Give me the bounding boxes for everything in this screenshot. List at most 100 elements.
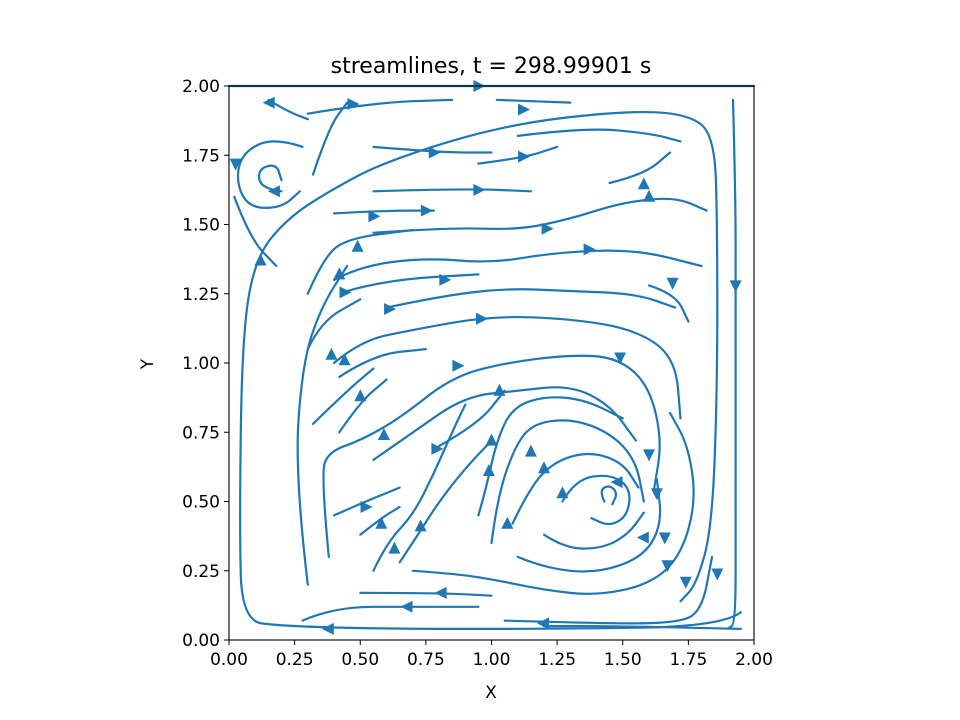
y-tick-label: 1.75	[182, 146, 220, 166]
streamline	[477, 145, 559, 165]
x-tick-label: 1.25	[538, 650, 576, 670]
streamline	[338, 378, 388, 434]
streamline	[311, 101, 349, 176]
flow-arrow-icon	[321, 622, 334, 635]
flow-arrow-icon	[420, 204, 433, 217]
streamline	[385, 288, 677, 309]
flow-arrow-icon	[452, 359, 465, 372]
streamline	[398, 439, 493, 564]
flow-arrow-icon	[661, 560, 674, 573]
flow-arrow-icon	[431, 442, 444, 455]
streamline	[726, 98, 737, 630]
flow-arrow-icon	[729, 280, 742, 293]
flow-arrow-icon	[347, 98, 360, 110]
streamline	[332, 315, 682, 420]
x-tick-label: 2.00	[735, 650, 773, 670]
streamline	[511, 452, 640, 525]
x-axis-label: X	[485, 683, 497, 703]
y-tick-label: 2.00	[182, 77, 220, 97]
flow-arrow-icon	[325, 347, 338, 360]
flow-arrow-icon	[666, 277, 679, 290]
streamline-layer	[227, 84, 756, 630]
flow-arrow-icon	[428, 146, 441, 159]
y-tick-label: 1.00	[182, 354, 220, 374]
streamline	[608, 151, 672, 185]
flow-arrow-icon	[473, 183, 486, 196]
flow-arrow-icon	[254, 253, 267, 266]
flow-arrow-icon	[354, 389, 367, 402]
y-tick-label: 1.50	[182, 216, 220, 236]
flow-arrow-icon	[643, 189, 655, 202]
flow-arrow-icon	[501, 516, 514, 529]
x-tick-label: 0.75	[407, 650, 445, 670]
flow-arrow-icon	[267, 185, 280, 198]
x-axis: 0.00 0.25 0.50 0.75 1.00 1.25 1.50 1.75 2.00	[210, 640, 773, 670]
y-tick-label: 0.00	[182, 631, 220, 651]
streamline	[490, 419, 645, 545]
flow-arrow-icon	[400, 600, 413, 613]
streamline	[516, 478, 662, 573]
arrowhead-layer	[229, 80, 742, 635]
flow-arrow-icon	[650, 488, 663, 501]
flow-arrow-icon	[377, 428, 390, 440]
streamline	[306, 298, 362, 351]
flow-arrow-icon	[637, 177, 650, 190]
streamline	[542, 511, 645, 550]
flow-arrow-icon	[476, 312, 488, 325]
streamline	[600, 485, 618, 506]
x-tick-label: 1.00	[473, 650, 511, 670]
flow-arrow-icon	[658, 532, 671, 545]
flow-arrow-icon	[434, 586, 447, 599]
flow-arrow-icon	[524, 444, 537, 457]
flow-arrow-icon	[339, 286, 352, 299]
y-tick-label: 0.25	[182, 562, 220, 582]
flow-arrow-icon	[338, 353, 351, 366]
flow-arrow-icon	[583, 243, 596, 256]
flow-arrow-icon	[229, 158, 242, 171]
x-tick-label: 1.75	[669, 650, 707, 670]
streamline	[561, 474, 631, 526]
streamline	[372, 188, 532, 193]
flow-arrow-icon	[538, 461, 550, 474]
flow-arrow-icon	[493, 383, 506, 396]
streamline	[332, 249, 703, 281]
y-axis-label: Y	[138, 358, 158, 370]
flow-arrow-icon	[384, 303, 397, 315]
flow-arrow-icon	[556, 486, 569, 499]
y-axis: 0.00 0.25 0.50 0.75 1.00 1.25 1.50 1.75 2.00	[182, 77, 229, 651]
streamline	[647, 284, 690, 323]
y-tick-label: 1.25	[182, 285, 220, 305]
streamline	[301, 605, 480, 622]
streamline	[477, 396, 624, 517]
x-tick-label: 0.00	[210, 650, 248, 670]
flow-arrow-icon	[333, 267, 346, 280]
streamline	[338, 348, 427, 378]
streamline	[257, 164, 283, 193]
flow-arrow-icon	[360, 501, 373, 513]
flow-arrow-icon	[388, 541, 401, 554]
y-tick-label: 0.50	[182, 493, 220, 513]
streamline	[411, 411, 695, 595]
streamline	[346, 273, 480, 293]
flow-arrow-icon	[262, 96, 275, 109]
streamline	[306, 228, 414, 295]
flow-arrow-icon	[414, 519, 427, 532]
x-tick-label: 0.50	[341, 650, 379, 670]
streamline	[516, 128, 682, 143]
streamline	[542, 625, 742, 630]
streamline	[332, 209, 435, 215]
streamline	[495, 98, 572, 104]
x-tick-label: 0.25	[276, 650, 314, 670]
flow-arrow-icon	[711, 568, 724, 581]
streamline	[332, 486, 401, 517]
streamline	[372, 386, 637, 461]
streamline	[359, 591, 493, 597]
flow-arrow-icon	[439, 273, 452, 286]
streamline	[503, 555, 714, 625]
flow-arrow-icon	[636, 531, 649, 544]
plot-area	[227, 80, 756, 641]
flow-arrow-icon	[679, 576, 692, 589]
streamline	[239, 110, 742, 630]
flow-arrow-icon	[375, 516, 388, 529]
